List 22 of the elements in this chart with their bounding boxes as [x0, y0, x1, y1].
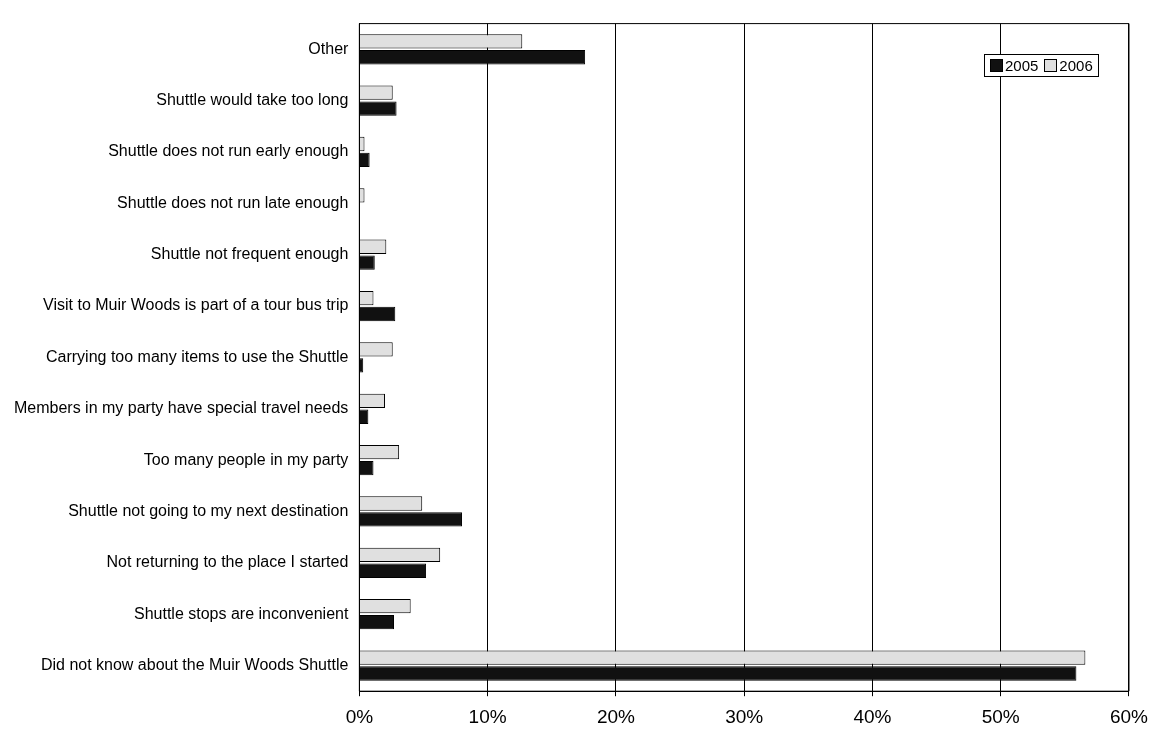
legend-label: 2005 [1004, 56, 1039, 74]
x-tick-label: 60% [1109, 705, 1149, 727]
y-tick-label: Shuttle would take too long [156, 91, 349, 109]
y-tick-label: Shuttle stops are inconvenient [134, 604, 349, 622]
x-tick-label: 0% [345, 705, 374, 727]
x-tick-label: 10% [468, 705, 507, 727]
x-tick-label: 50% [981, 705, 1020, 727]
y-tick-label: Shuttle does not run late enough [117, 193, 349, 211]
y-tick-label: Shuttle does not run early enough [108, 142, 349, 160]
x-tick-label: 40% [853, 705, 892, 727]
y-tick-label: Other [308, 39, 350, 57]
y-tick-label: Shuttle not frequent enough [150, 245, 349, 263]
y-tick-label: Shuttle not going to my next destination [68, 501, 349, 519]
y-tick-label: Visit to Muir Woods is part of a tour bus trip [43, 296, 349, 314]
x-tick-label: 30% [725, 705, 764, 727]
y-tick-label: Did not know about the Muir Woods Shuttle [40, 655, 349, 673]
y-tick-label: Carrying too many items to use the Shuttle [45, 347, 349, 365]
x-tick-label: 20% [596, 705, 636, 727]
legend-label: 2006 [1059, 56, 1093, 74]
y-tick-label: Not returning to the place I started [106, 553, 349, 571]
y-tick-label: Too many people in my party [143, 450, 349, 468]
y-tick-label: Members in my party have special travel needs [13, 399, 349, 417]
